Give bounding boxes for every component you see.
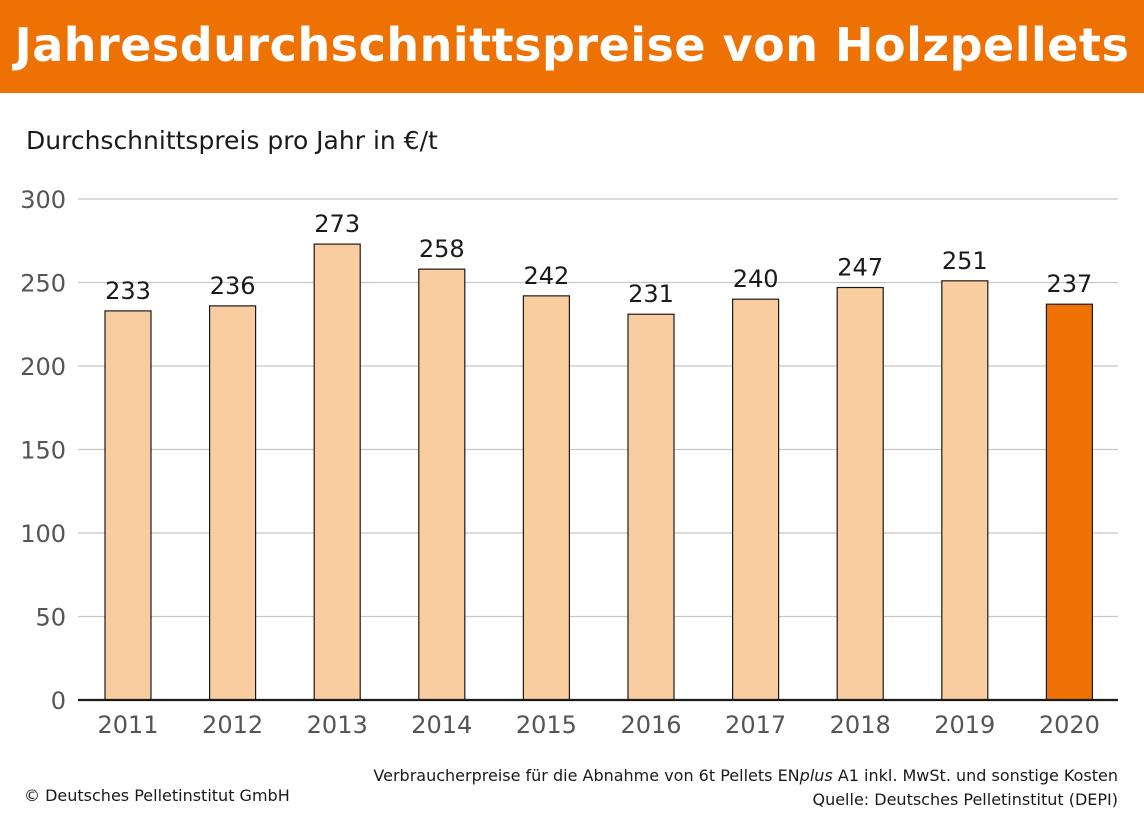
y-tick-label: 300: [20, 186, 66, 214]
y-tick-label: 200: [20, 353, 66, 381]
x-tick-label: 2013: [307, 711, 368, 739]
chart-subtitle: Durchschnittspreis pro Jahr in €/t: [26, 126, 438, 155]
footer-notes: Verbraucherpreise für die Abnahme von 6t…: [373, 764, 1118, 812]
footer-source: Quelle: Deutsches Pelletinstitut (DEPI): [812, 790, 1118, 809]
bar-2013: [313, 243, 361, 701]
bar-chart: 0 50 100 150 200 250 300 233 2011 236 2012 273 2013 2…: [20, 186, 1118, 739]
x-tick-label: 2020: [1039, 711, 1100, 739]
data-label: 240: [733, 265, 779, 293]
bar-2014: [418, 268, 466, 701]
data-label: 233: [105, 277, 151, 305]
chart-title: Jahresdurchschnittspreise von Holzpellet…: [14, 18, 1130, 72]
x-tick-label: 2019: [934, 711, 995, 739]
x-tick-label: 2014: [411, 711, 472, 739]
footer-copyright: © Deutsches Pelletinstitut GmbH: [24, 786, 290, 805]
data-label: 258: [419, 235, 465, 263]
data-label: 251: [942, 247, 988, 275]
bar-2015: [522, 295, 571, 701]
bar-2017: [731, 298, 780, 701]
bar-2020: [1045, 303, 1094, 701]
y-tick-label: 50: [35, 604, 66, 632]
footer-note: Verbraucherpreise für die Abnahme von 6t…: [373, 766, 1118, 785]
data-label: 237: [1046, 270, 1092, 298]
bar-2019: [941, 280, 989, 701]
y-tick-label: 150: [20, 437, 66, 465]
x-tick-label: 2015: [516, 711, 577, 739]
data-label: 231: [628, 280, 674, 308]
x-tick-label: 2017: [725, 711, 786, 739]
data-label: 242: [523, 262, 569, 290]
x-tick-label: 2011: [97, 711, 158, 739]
x-tick-label: 2018: [830, 711, 891, 739]
y-tick-label: 250: [20, 270, 66, 298]
data-label: 247: [837, 254, 883, 282]
data-label: 236: [210, 272, 256, 300]
bar-2011: [104, 310, 152, 701]
x-tick-label: 2012: [202, 711, 263, 739]
data-label: 273: [314, 210, 360, 238]
x-tick-label: 2016: [620, 711, 681, 739]
bar-2018: [836, 286, 884, 701]
bar-2016: [627, 313, 675, 701]
y-tick-label: 0: [51, 687, 66, 715]
title-banner: Jahresdurchschnittspreise von Holzpellet…: [0, 0, 1144, 93]
bar-2012: [209, 305, 257, 701]
y-tick-label: 100: [20, 520, 66, 548]
